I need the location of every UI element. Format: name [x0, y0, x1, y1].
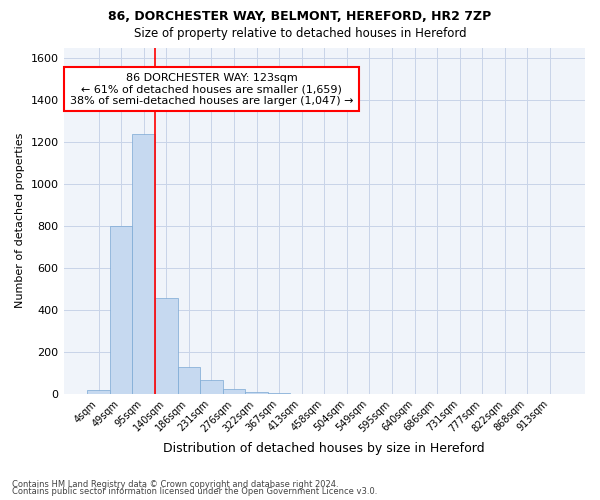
Text: Contains public sector information licensed under the Open Government Licence v3: Contains public sector information licen… — [12, 487, 377, 496]
Bar — [110, 226, 133, 394]
Bar — [133, 134, 155, 394]
Text: 86, DORCHESTER WAY, BELMONT, HEREFORD, HR2 7ZP: 86, DORCHESTER WAY, BELMONT, HEREFORD, H… — [109, 10, 491, 23]
Bar — [155, 298, 178, 394]
X-axis label: Distribution of detached houses by size in Hereford: Distribution of detached houses by size … — [163, 442, 485, 455]
Text: Contains HM Land Registry data © Crown copyright and database right 2024.: Contains HM Land Registry data © Crown c… — [12, 480, 338, 489]
Bar — [245, 392, 268, 394]
Text: Size of property relative to detached houses in Hereford: Size of property relative to detached ho… — [134, 28, 466, 40]
Bar — [178, 366, 200, 394]
Y-axis label: Number of detached properties: Number of detached properties — [15, 133, 25, 308]
Bar — [200, 380, 223, 394]
Bar — [223, 388, 245, 394]
Text: 86 DORCHESTER WAY: 123sqm
← 61% of detached houses are smaller (1,659)
38% of se: 86 DORCHESTER WAY: 123sqm ← 61% of detac… — [70, 72, 353, 106]
Bar — [87, 390, 110, 394]
Bar — [268, 393, 290, 394]
